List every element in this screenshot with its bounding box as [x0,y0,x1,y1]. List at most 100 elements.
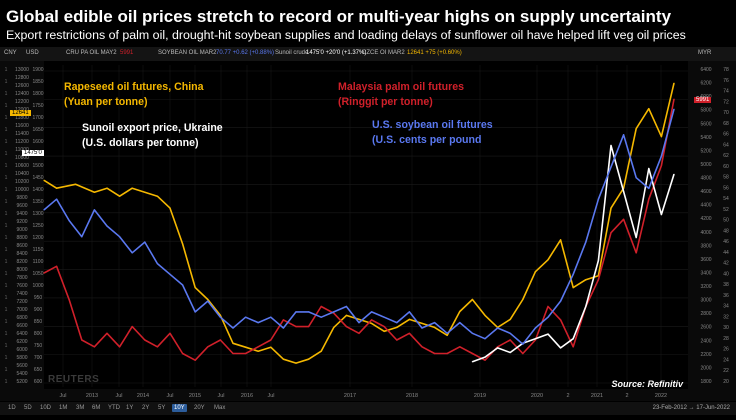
series-point-1 [484,314,486,316]
right-axis-2-tick-label: 62 [723,153,729,159]
series-point-1 [345,314,347,316]
range-button-2y[interactable]: 2Y [142,405,150,411]
series-point-3 [660,213,663,216]
x-tick-label: Jul [59,393,66,399]
series-point-3 [635,236,637,239]
series-point-4 [308,311,310,313]
series-point-4 [660,155,663,157]
series-point-4 [320,316,322,318]
left-axis-1-tick-label: 8800 [16,235,27,241]
series-point-2 [396,339,398,341]
series-point-1 [396,326,398,328]
right-axis-1-tick-label: 4600 [700,189,711,195]
right-axis-2-tick-label: 48 [723,228,729,234]
left-axis-3-tick-label: 1 [5,187,8,193]
series-point-3 [623,190,625,193]
right-axis-2-tick-label: 30 [723,325,729,331]
range-button-5d[interactable]: 5D [24,405,32,411]
legend-usd: USD [26,50,39,56]
annotation-sunoil-unit: (U.S. dollars per tonne) [82,137,199,149]
series-point-1 [308,358,310,360]
series-point-1 [282,358,284,360]
series-point-2 [81,339,83,341]
left-axis-3-tick-label: 1 [5,175,8,181]
series-point-4 [585,241,587,243]
series-point-2 [131,326,133,328]
series-point-4 [421,327,423,329]
annotation-palm: Malaysia palm oil futures (Ringgit per t… [338,80,464,110]
series-point-4 [648,187,650,189]
range-button-3m[interactable]: 3M [76,405,85,411]
left-axis-2-tick-label: 1450 [32,175,43,181]
range-button-1m[interactable]: 1M [59,405,68,411]
left-axis-1-tick-label: 12800 [15,75,29,81]
right-axis-1-tick-label: 3000 [700,298,711,304]
left-axis-3-tick-label: 1 [5,235,8,241]
right-axis-1-tick-label: 2000 [700,365,711,371]
series-point-3 [509,351,511,354]
left-axis-1-tick-label: 8600 [16,243,27,249]
left-axis-2-tick-label: 1600 [32,139,43,145]
right-axis-2-tick-label: 56 [723,185,729,191]
left-axis-1-tick-label: 5800 [16,355,27,361]
series-point-1 [534,271,537,273]
series-point-2 [245,352,247,355]
right-axis-2-tick-label: 22 [723,368,729,374]
annotation-rapeseed-title: Rapeseed oil futures, China [64,81,204,93]
series-point-2 [660,165,663,167]
series-point-3 [597,259,600,262]
series-point-2 [68,299,70,301]
series-point-1 [547,259,549,261]
series-point-4 [572,273,574,275]
series-point-3 [610,144,612,147]
series-point-1 [673,82,675,84]
right-axis-1-tick-label: 5800 [700,108,711,114]
chart-title: Global edible oil prices stretch to reco… [6,7,672,26]
range-button-10d[interactable]: 10D [40,405,52,411]
series-point-4 [219,316,221,318]
series-point-1 [207,298,209,301]
left-axis-1-tick-label: 5600 [16,363,27,369]
range-button-max[interactable]: Max [214,405,226,411]
series-point-2 [547,305,549,308]
series-point-1 [471,298,473,301]
series-point-2 [572,346,574,348]
left-axis-1-tick-label: 9400 [16,211,27,217]
range-button-ytd[interactable]: YTD [108,405,120,411]
range-button-20y[interactable]: 20Y [194,405,205,411]
range-button-1y[interactable]: 1Y [126,405,134,411]
chart-subtitle: Export restrictions of palm oil, drought… [6,28,686,42]
range-button-6m[interactable]: 6M [92,405,101,411]
right-axis-1-tick-label: 3400 [700,270,711,276]
range-button-1d[interactable]: 1D [8,405,16,411]
left-axis-2-tick-label: 1250 [32,223,43,229]
left-axis-2-tick-label: 1150 [33,247,44,253]
series-point-2 [358,332,360,334]
left-axis-2-tick-label: 700 [34,355,43,361]
left-axis-1-tick-label: 6200 [16,339,27,345]
series-point-3 [648,167,650,170]
legend-palm-value: 5991 [120,50,134,56]
left-axis-3-tick-label: 1 [5,163,8,169]
left-axis-3-tick-label: 1 [5,79,8,85]
range-button-10y[interactable]: 10Y [172,404,187,412]
annotation-rapeseed-unit: (Yuan per tonne) [64,96,148,108]
series-point-2 [207,346,209,348]
series-point-4 [534,327,537,329]
series-point-1 [320,350,322,352]
series-point-1 [522,298,524,301]
x-tick-label: 2 [625,393,628,399]
series-point-2 [446,352,448,355]
left-axis-3-tick-label: 1 [5,367,8,373]
series-point-1 [509,318,511,320]
series-point-4 [635,177,637,179]
series-point-4 [119,236,121,238]
series-point-2 [434,352,436,355]
range-button-5y[interactable]: 5Y [158,405,166,411]
right-axis-1-tick-label: 3200 [700,284,711,290]
annotation-soybean-title: U.S. soybean oil futures [372,119,493,131]
series-point-2 [308,326,310,328]
left-axis-3-tick-label: 1 [5,91,8,97]
series-point-4 [194,311,196,313]
left-axis-3-tick-label: 1 [5,139,8,145]
